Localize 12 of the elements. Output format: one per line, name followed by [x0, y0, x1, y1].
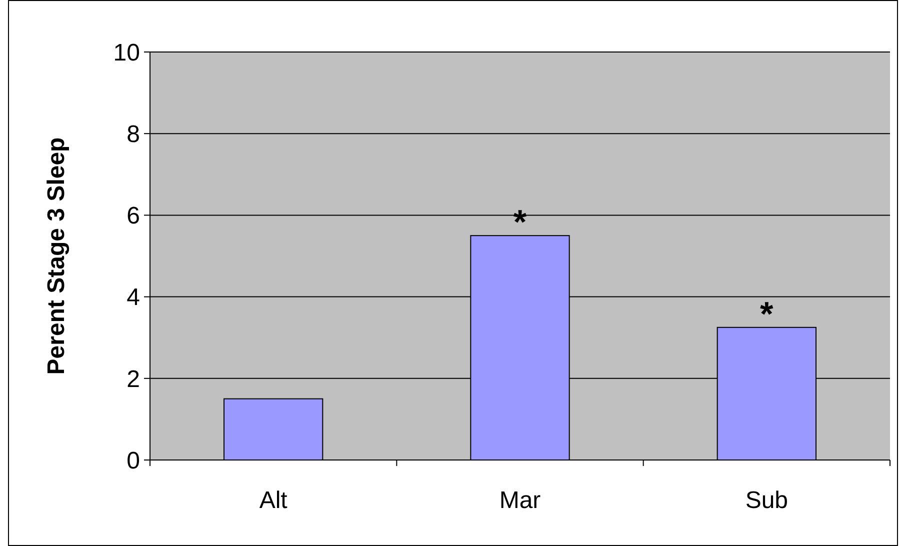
x-tick-label: Sub	[745, 487, 788, 514]
y-tick-label: 10	[113, 39, 140, 66]
x-tick-label: Alt	[259, 487, 288, 514]
y-tick-label: 8	[126, 121, 140, 148]
y-axis-title: Perent Stage 3 Sleep	[43, 137, 70, 375]
y-tick-label: 2	[126, 366, 140, 393]
y-tick-label: 6	[126, 202, 140, 230]
y-tick-label: 4	[126, 284, 140, 312]
x-tick-label: Mar	[499, 487, 541, 514]
annotation: *	[760, 295, 774, 334]
bar	[224, 398, 324, 460]
y-tick-label: 0	[126, 447, 140, 474]
